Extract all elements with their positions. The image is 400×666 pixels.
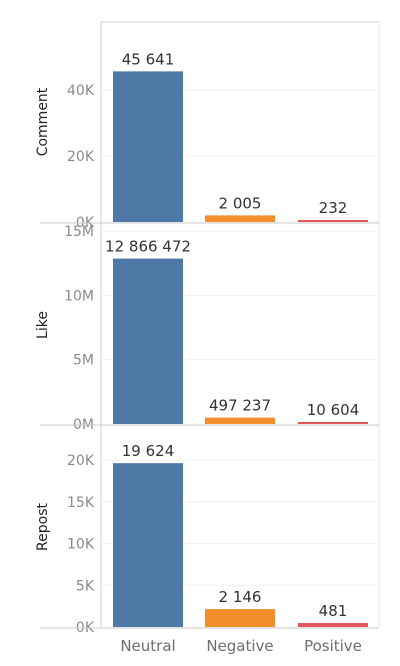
y-tick-label-comment-2: 40K [67,83,95,99]
bar-repost-negative [205,609,275,627]
y-axis-title-like: Like [35,311,51,339]
y-tick-label-like-3: 15M [64,224,94,240]
data-label-like-negative: 497 237 [209,397,271,415]
bar-comment-negative [205,215,275,222]
data-label-like-neutral: 12 866 472 [105,238,191,256]
bar-like-neutral [113,258,183,424]
bar-comment-positive [298,220,368,222]
y-tick-label-repost-4: 20K [67,453,95,469]
y-tick-label-repost-2: 10K [67,537,95,553]
data-label-comment-positive: 232 [319,199,348,217]
bar-like-negative [205,417,275,424]
data-label-repost-positive: 481 [319,602,348,620]
y-tick-label-like-2: 10M [64,288,94,304]
y-axis-title-comment: Comment [35,87,51,156]
data-label-repost-neutral: 19 624 [122,442,175,460]
y-tick-label-like-1: 5M [73,353,94,369]
data-label-repost-negative: 2 146 [219,588,262,606]
bar-comment-neutral [113,71,183,222]
x-category-label-negative: Negative [206,637,273,655]
y-tick-label-repost-3: 15K [67,495,95,511]
y-axis-title-repost: Repost [35,503,51,551]
y-tick-label-repost-1: 5K [76,578,95,594]
bar-repost-positive [298,622,368,627]
x-category-label-neutral: Neutral [120,637,175,655]
data-label-like-positive: 10 604 [307,401,360,419]
bar-like-positive [298,422,368,424]
bar-repost-neutral [113,463,183,627]
y-tick-label-comment-1: 20K [67,149,95,165]
data-label-comment-negative: 2 005 [219,194,262,212]
data-label-comment-neutral: 45 641 [122,50,175,68]
x-category-label-positive: Positive [304,637,362,655]
